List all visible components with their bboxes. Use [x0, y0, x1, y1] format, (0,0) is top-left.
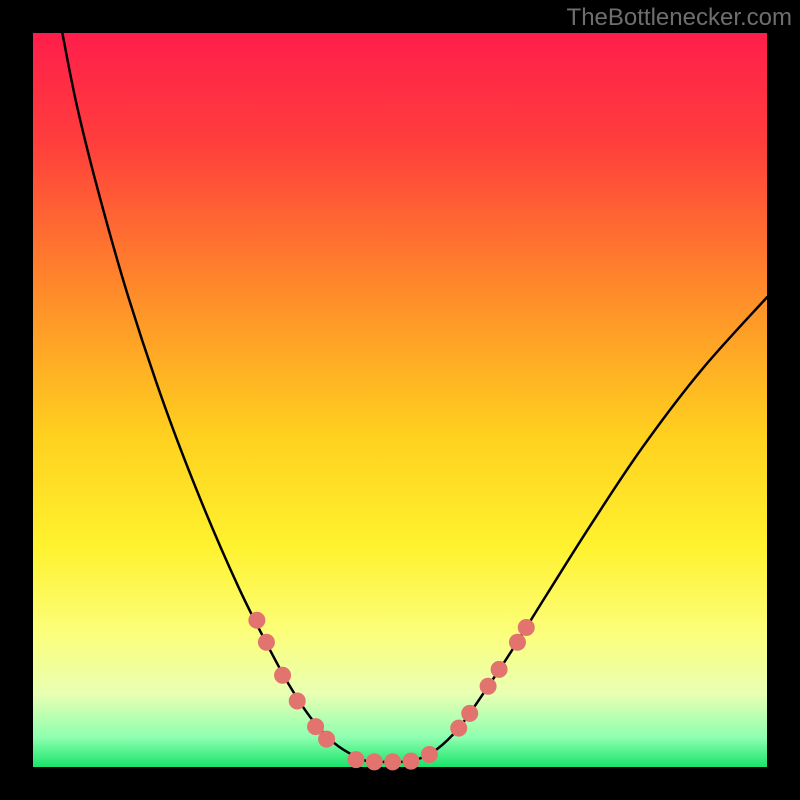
bottleneck-chart: [0, 0, 800, 800]
data-marker: [421, 747, 437, 763]
data-marker: [275, 667, 291, 683]
data-marker: [348, 752, 364, 768]
data-marker: [509, 634, 525, 650]
data-marker: [480, 678, 496, 694]
data-marker: [385, 754, 401, 770]
data-marker: [451, 720, 467, 736]
stage: TheBottlenecker.com: [0, 0, 800, 800]
data-marker: [249, 612, 265, 628]
data-marker: [491, 661, 507, 677]
data-marker: [308, 719, 324, 735]
data-marker: [319, 731, 335, 747]
chart-background: [33, 33, 767, 767]
data-marker: [462, 705, 478, 721]
data-marker: [289, 693, 305, 709]
data-marker: [518, 620, 534, 636]
data-marker: [258, 634, 274, 650]
data-marker: [366, 754, 382, 770]
data-marker: [403, 753, 419, 769]
watermark-text: TheBottlenecker.com: [567, 4, 792, 32]
